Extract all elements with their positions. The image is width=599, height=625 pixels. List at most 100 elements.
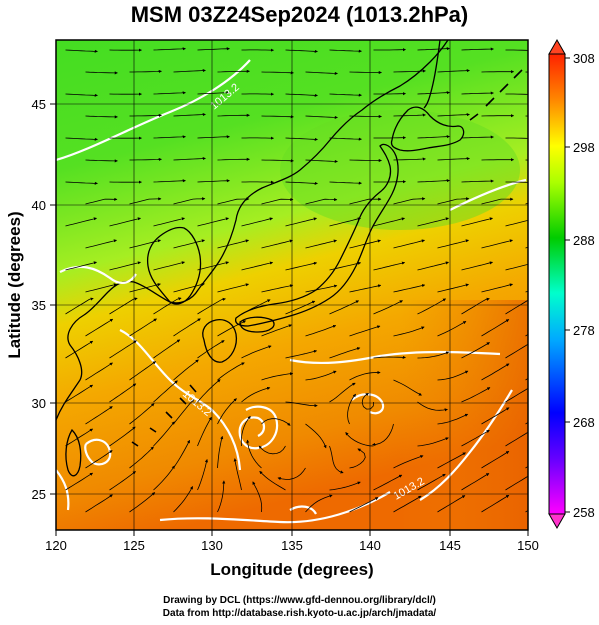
wind-streamline bbox=[437, 239, 470, 249]
wind-streamline bbox=[241, 345, 272, 359]
footer-drawing-credit: Drawing by DCL (https://www.gfd-dennou.o… bbox=[163, 595, 436, 606]
wind-streamline bbox=[285, 261, 318, 271]
wind-streamline bbox=[393, 157, 426, 161]
wind-streamline bbox=[461, 387, 491, 403]
wind-streamline bbox=[65, 181, 98, 185]
wind-streamline bbox=[461, 473, 490, 491]
wind-streamline bbox=[173, 318, 201, 337]
wind-streamline bbox=[85, 239, 118, 249]
wind-streamline bbox=[417, 351, 450, 359]
wind-streamline bbox=[285, 137, 318, 141]
wind-streamline bbox=[393, 69, 426, 73]
wind-streamline bbox=[305, 239, 338, 249]
wind-streamline bbox=[329, 300, 360, 315]
wind-streamline bbox=[173, 197, 206, 205]
wind-streamline bbox=[197, 261, 230, 271]
wind-streamline bbox=[261, 284, 294, 293]
wind-streamline bbox=[481, 451, 510, 469]
wind-streamline bbox=[505, 299, 528, 315]
x-tick-label: 145 bbox=[439, 538, 461, 553]
wind-streamline bbox=[259, 470, 286, 491]
colorbar: 308 298 288 278 268 258 bbox=[548, 38, 595, 530]
wind-streamline bbox=[461, 217, 494, 227]
x-tick-label: 135 bbox=[281, 538, 303, 553]
y-tick-label: 40 bbox=[32, 198, 46, 213]
wind-streamline bbox=[197, 340, 225, 359]
wind-streamline bbox=[417, 135, 450, 139]
wind-streamline bbox=[481, 197, 514, 205]
wind-streamline bbox=[305, 115, 338, 120]
wind-streamline bbox=[461, 429, 490, 447]
colorbar-tick-label: 308 bbox=[573, 51, 595, 66]
wind-streamline bbox=[65, 217, 98, 227]
wind-streamline bbox=[85, 283, 118, 293]
wind-streamline bbox=[373, 474, 403, 491]
wind-streamline bbox=[129, 403, 155, 425]
wind-streamline bbox=[217, 197, 250, 205]
wind-streamline bbox=[393, 284, 426, 293]
wind-streamline bbox=[109, 217, 142, 227]
wind-streamline bbox=[65, 472, 94, 491]
wind-streamline bbox=[217, 283, 250, 293]
wind-streamline bbox=[153, 179, 186, 183]
wind-streamline bbox=[393, 113, 426, 117]
wind-streamline bbox=[481, 407, 510, 425]
wind-streamline bbox=[505, 387, 528, 403]
wind-streamline bbox=[129, 157, 162, 162]
wind-streamline bbox=[285, 93, 318, 97]
wind-streamline bbox=[129, 239, 162, 249]
wind-streamline bbox=[241, 386, 271, 403]
wind-streamline bbox=[349, 239, 382, 249]
wind-streamline bbox=[261, 324, 293, 337]
wind-streamline bbox=[329, 261, 362, 271]
wind-streamline bbox=[173, 359, 199, 381]
wind-streamline bbox=[109, 261, 142, 271]
wind-streamline bbox=[173, 156, 206, 161]
wind-streamline bbox=[437, 495, 466, 513]
wind-streamline bbox=[65, 340, 94, 359]
wind-streamline bbox=[345, 431, 374, 447]
wind-streamline bbox=[417, 217, 450, 227]
wind-streamline bbox=[349, 197, 382, 205]
wind-streamline bbox=[285, 217, 318, 227]
wind-streamline bbox=[153, 91, 186, 95]
wind-streamline bbox=[261, 71, 294, 75]
wind-streamline bbox=[153, 339, 181, 359]
colorbar-tick-label: 258 bbox=[573, 505, 595, 520]
x-tick-label: 125 bbox=[123, 538, 145, 553]
wind-streamline bbox=[305, 370, 337, 381]
wind-streamline bbox=[241, 299, 271, 315]
wind-streamline bbox=[85, 159, 118, 163]
wind-streamline bbox=[129, 446, 154, 469]
wind-streamline bbox=[481, 283, 514, 293]
coastlines bbox=[56, 40, 523, 477]
wind-streamline bbox=[329, 382, 356, 403]
wind-streamline bbox=[285, 401, 318, 408]
wind-streamline bbox=[252, 481, 263, 513]
wind-streamline bbox=[109, 471, 136, 491]
wind-streamline bbox=[437, 321, 467, 337]
wind-streamline bbox=[329, 181, 362, 185]
wind-streamline bbox=[461, 135, 494, 139]
wind-streamline bbox=[349, 114, 382, 119]
wind-streamline bbox=[437, 197, 470, 205]
wind-streamline bbox=[285, 181, 318, 185]
wind-streamline bbox=[305, 494, 333, 513]
wind-streamline bbox=[65, 137, 98, 141]
wind-streamline bbox=[85, 197, 118, 205]
wind-streamline bbox=[349, 497, 379, 513]
wind-streamline bbox=[361, 392, 374, 410]
wind-streamline bbox=[437, 113, 470, 117]
wind-streamline bbox=[437, 283, 470, 293]
x-tick-label: 150 bbox=[517, 538, 539, 553]
wind-streamline bbox=[349, 370, 381, 381]
wind-streamline bbox=[349, 158, 382, 163]
colorbar-max-triangle bbox=[548, 38, 566, 55]
wind-streamline bbox=[461, 179, 494, 183]
colorbar-ramp bbox=[548, 53, 566, 515]
wind-streamline bbox=[173, 68, 206, 73]
wind-streamline bbox=[217, 320, 247, 337]
wind-streamline bbox=[153, 297, 182, 315]
wind-streamline bbox=[461, 342, 490, 359]
